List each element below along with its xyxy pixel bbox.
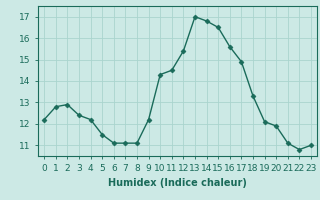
X-axis label: Humidex (Indice chaleur): Humidex (Indice chaleur) [108,178,247,188]
